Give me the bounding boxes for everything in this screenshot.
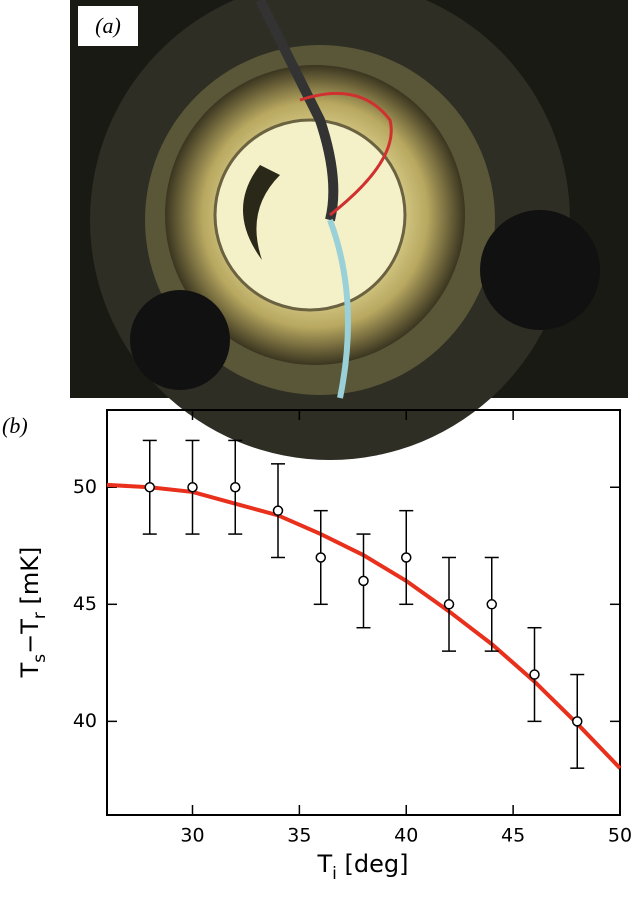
- data-point: [144, 482, 155, 493]
- y-tick-label: 50: [73, 476, 97, 498]
- data-point: [230, 482, 241, 493]
- label-sub: i: [332, 864, 337, 884]
- y-axis-label: Ts−Tr [mK]: [16, 547, 50, 679]
- label-sub: s: [30, 654, 50, 663]
- x-tick-label: 50: [608, 825, 632, 847]
- label-part: T: [16, 662, 44, 678]
- data-point: [401, 552, 412, 563]
- x-axis-label: Ti [deg]: [317, 850, 409, 884]
- x-tick-label: 45: [501, 825, 525, 847]
- plot-frame: [106, 409, 621, 816]
- data-point: [443, 599, 455, 610]
- x-tick-label: 40: [394, 825, 418, 847]
- label-part: [mK]: [16, 547, 44, 612]
- label-sub: r: [30, 612, 50, 619]
- data-point: [315, 552, 326, 563]
- y-tick-label: 40: [73, 710, 97, 732]
- data-point: [486, 599, 497, 610]
- data-point: [187, 482, 198, 493]
- panel-label: (a): [95, 13, 121, 38]
- data-point: [272, 505, 284, 516]
- data-point: [529, 669, 540, 680]
- y-tick-label: 45: [73, 593, 97, 615]
- panel-label: (b): [2, 413, 28, 438]
- label-part: T: [317, 850, 333, 878]
- data-point: [572, 716, 583, 727]
- x-tick-label: 30: [180, 825, 204, 847]
- data-point: [358, 575, 369, 587]
- x-tick-label: 35: [287, 825, 311, 847]
- label-part: −T: [16, 619, 44, 654]
- photo: (a): [70, 0, 628, 460]
- label-part: [deg]: [337, 850, 409, 878]
